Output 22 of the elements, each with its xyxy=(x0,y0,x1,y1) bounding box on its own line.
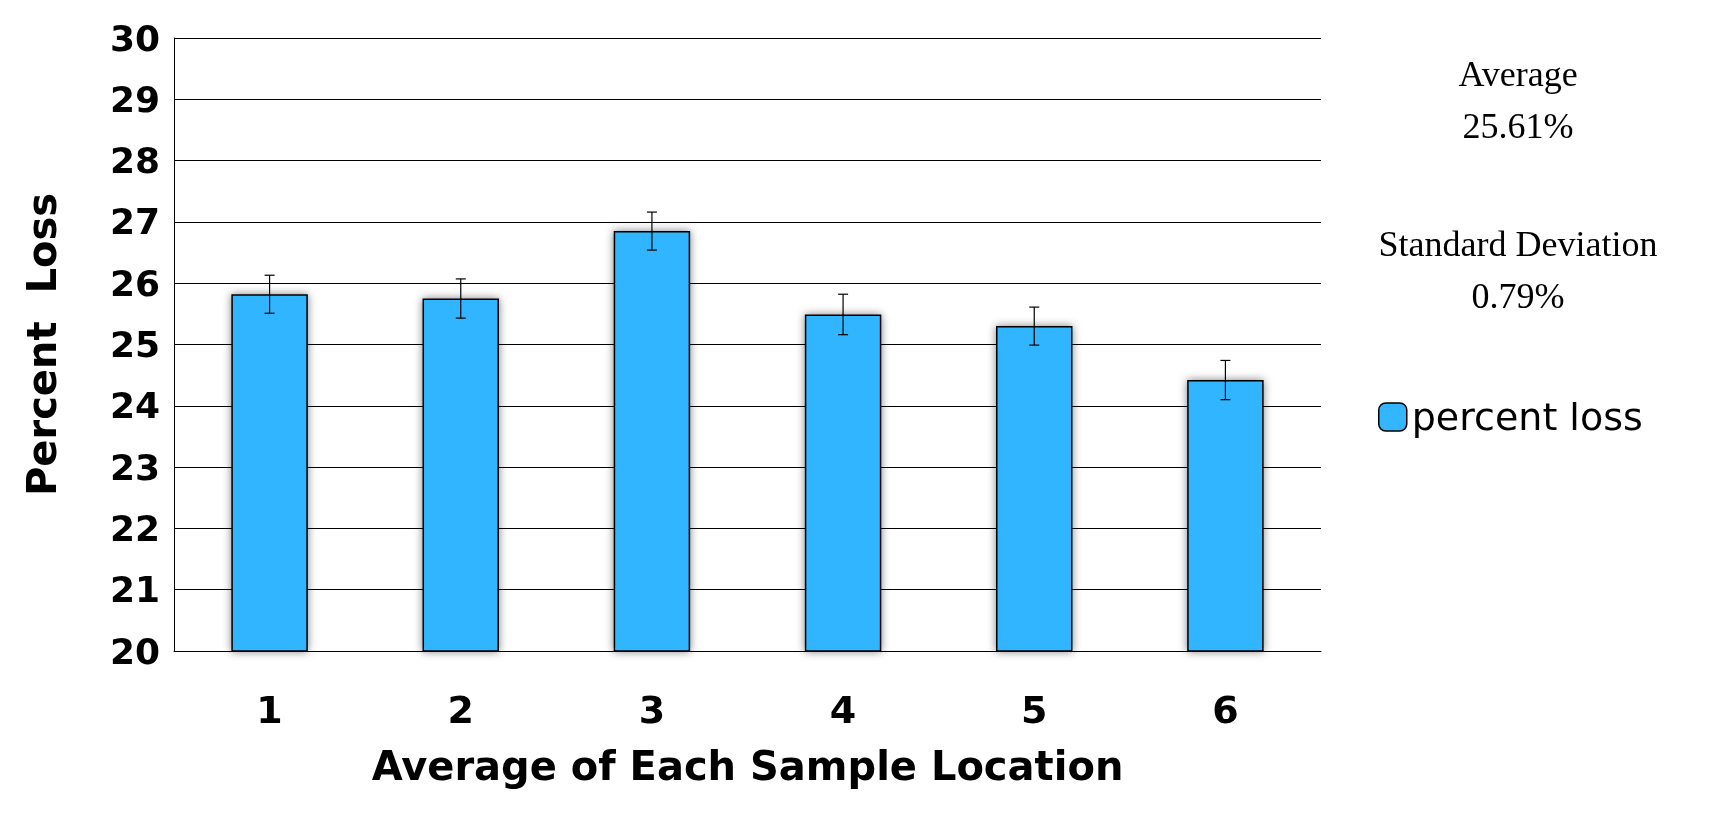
y-axis-title: Percent Loss xyxy=(19,192,65,497)
y-tick-label: 21 xyxy=(109,569,160,611)
x-tick-label: 1 xyxy=(256,688,283,732)
y-tick-label: 30 xyxy=(109,17,160,59)
y-tick-label: 23 xyxy=(109,446,160,488)
y-tick-label: 28 xyxy=(109,140,160,182)
x-tick-label: 6 xyxy=(1212,688,1239,732)
text: Standard Deviation 0.79% xyxy=(1378,224,1658,316)
x-tick-label: 4 xyxy=(829,688,857,732)
x-tick-label: 3 xyxy=(638,688,666,732)
x-axis-title: Average of Each Sample Location xyxy=(371,743,1124,789)
text: Average 25.61% xyxy=(1458,54,1578,146)
y-tick-label: 26 xyxy=(109,262,160,304)
y-tick-label: 29 xyxy=(109,78,160,120)
y-tick-label: 24 xyxy=(109,385,160,427)
x-tick-label: 5 xyxy=(1021,688,1048,732)
x-tick-label: 2 xyxy=(447,688,474,732)
y-tick-label: 22 xyxy=(109,507,160,549)
y-tick-label: 25 xyxy=(109,324,160,365)
legend-label: percent loss xyxy=(1411,395,1643,439)
y-tick-label: 27 xyxy=(109,201,160,243)
y-tick-label: 20 xyxy=(109,630,160,672)
